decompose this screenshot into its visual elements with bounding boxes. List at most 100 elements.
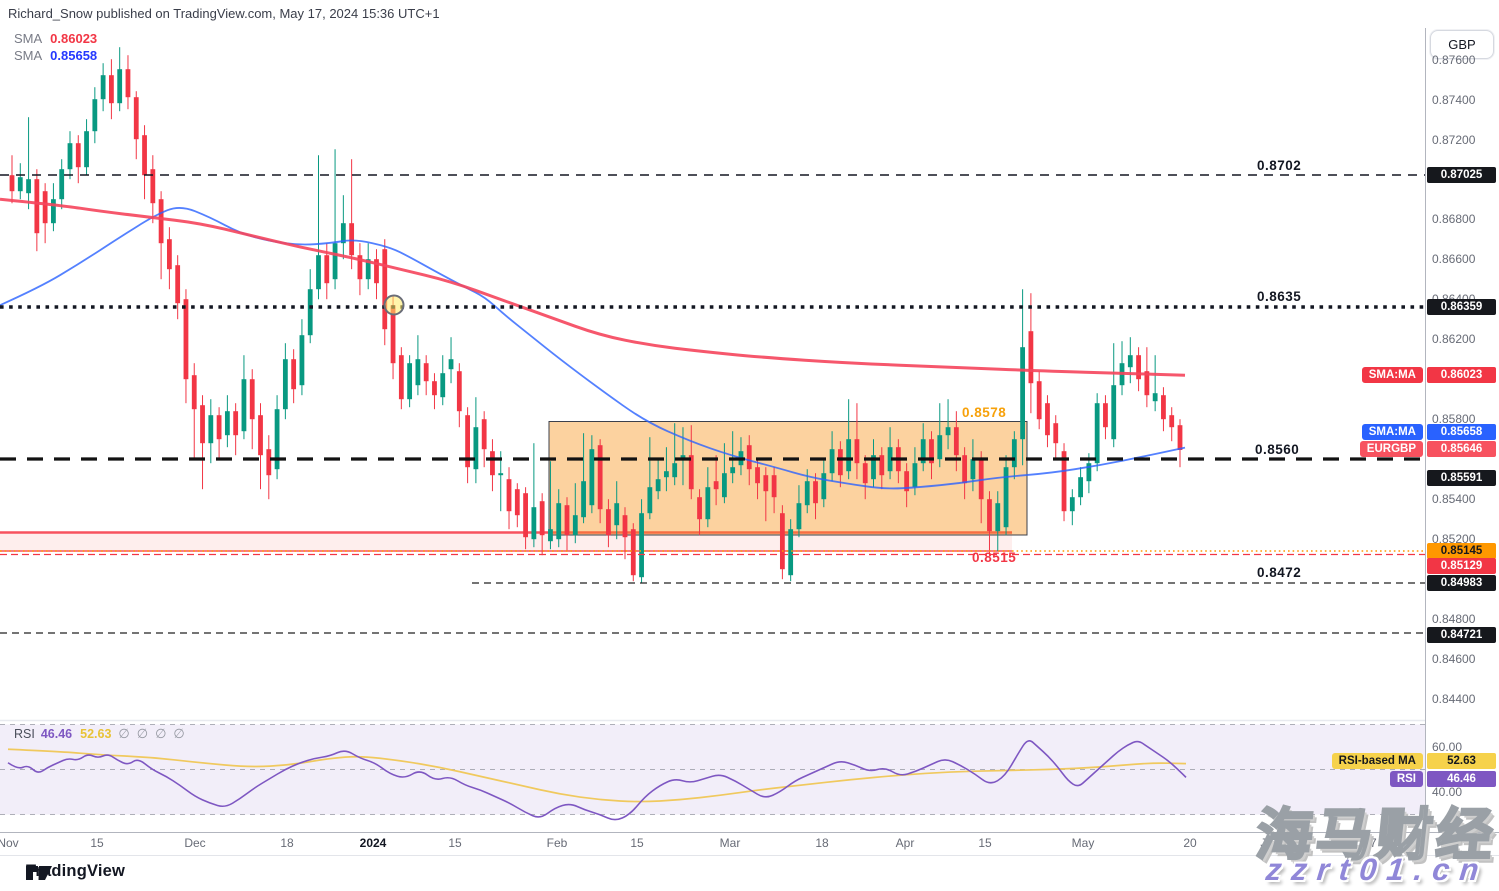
candle-body: [191, 375, 197, 410]
candle-body: [1045, 403, 1050, 436]
price-axis-tick: 0.87200: [1432, 133, 1476, 147]
candle-body: [854, 439, 860, 464]
candle-body: [813, 481, 818, 504]
price-axis-tick: 0.84400: [1432, 692, 1476, 706]
candle-body: [937, 435, 943, 460]
price-axis-tick: 0.86800: [1432, 212, 1476, 226]
candle-body: [821, 473, 827, 500]
candle-body: [630, 529, 636, 576]
candle-body: [572, 515, 578, 536]
candle-body: [945, 427, 951, 436]
price-axis-tick: 0.87600: [1432, 53, 1476, 67]
rsi-name: RSI: [14, 727, 35, 741]
level-text-8635: 0.8635: [1257, 289, 1302, 304]
candle-body: [224, 411, 230, 436]
candle-body: [664, 471, 669, 478]
tag-level-0870: 0.87025: [1427, 167, 1496, 183]
candle-body: [166, 239, 172, 270]
candle-body: [1069, 497, 1075, 512]
candle-body: [473, 427, 479, 470]
candle-body: [51, 199, 56, 224]
candle-body: [200, 405, 205, 444]
candle-body: [398, 355, 404, 400]
candle-body: [183, 299, 189, 380]
candle-body: [448, 359, 454, 370]
candle-body: [481, 419, 487, 450]
candle-body: [912, 463, 918, 488]
candle-body: [548, 529, 553, 542]
candle-body: [829, 449, 835, 474]
candle-body: [1103, 403, 1108, 428]
candle-body: [1036, 381, 1042, 420]
candle-body: [597, 445, 603, 510]
candle-body: [1136, 355, 1141, 380]
tradingview-logo-icon: [26, 866, 52, 880]
candle-body: [109, 75, 114, 104]
candle-body: [84, 131, 89, 168]
candle-body: [837, 449, 843, 476]
price-axis-tick: 40.00: [1432, 785, 1463, 799]
candle-body: [614, 503, 620, 526]
candle-body: [904, 471, 910, 492]
sma-fast-line: [0, 197, 1186, 377]
candle-body: [67, 143, 73, 170]
tag-level-0849: 0.84983: [1427, 575, 1496, 591]
candle-body: [688, 455, 694, 490]
candle-body: [59, 169, 65, 200]
candle-body: [382, 249, 388, 330]
candle-body: [887, 447, 893, 472]
candle-body: [282, 359, 288, 410]
candle-body: [1086, 463, 1092, 482]
candle-body: [962, 455, 968, 484]
time-axis-label: 15: [90, 836, 104, 850]
sma-slow-value: 0.85658: [50, 48, 98, 63]
candle-body: [804, 481, 810, 506]
time-axis-label: 15: [978, 836, 992, 850]
tradingview-footer[interactable]: TradingView: [26, 862, 125, 881]
candle-body: [746, 445, 752, 470]
candle-body: [763, 475, 769, 492]
price-axis-tick: 0.87400: [1432, 93, 1476, 107]
candle-body: [92, 99, 98, 132]
candle-body: [1161, 395, 1166, 420]
candle-body: [514, 489, 520, 516]
sma-fast-value: 0.86023: [50, 31, 98, 46]
candle-body: [1011, 439, 1017, 468]
time-axis-label: Dec: [184, 836, 206, 850]
candle-body: [307, 289, 313, 336]
highlight-circle: [383, 294, 405, 316]
candle-body: [1127, 355, 1133, 368]
hidden-value-glyph: ∅: [136, 726, 149, 741]
rsi-ma-value: 52.63: [80, 727, 112, 741]
candle-body: [1020, 347, 1026, 440]
candle-body: [432, 381, 437, 396]
candle-body: [415, 359, 421, 386]
currency-button[interactable]: GBP: [1430, 30, 1494, 59]
candle-body: [672, 463, 678, 478]
tag-sma-fast: 0.86023: [1427, 367, 1496, 383]
candle-body: [332, 243, 338, 280]
sma-legend-row-fast: SMA 0.86023: [14, 30, 97, 47]
candle-body: [465, 415, 471, 468]
zone-top-text-8578: 0.8578: [962, 405, 1007, 420]
candle-body: [158, 199, 164, 244]
consolidation-box: [548, 421, 1028, 536]
candle-body: [1152, 393, 1158, 402]
candle-body: [1169, 415, 1175, 428]
candle-body: [133, 97, 139, 140]
tag-last-price: 0.85646 07:23:46: [1427, 441, 1496, 471]
candle-body: [721, 473, 727, 498]
candle-body: [1061, 451, 1067, 512]
candle-body: [1094, 403, 1100, 464]
candle-body: [523, 493, 528, 538]
candle-body: [357, 255, 363, 280]
time-axis-label: 15: [630, 836, 644, 850]
price-axis-tick: 0.84800: [1432, 612, 1476, 626]
time-axis-label: Jun: [1260, 836, 1280, 850]
candle-body: [796, 503, 802, 530]
candle-body: [713, 481, 719, 490]
candle-body: [365, 259, 371, 280]
candle-body: [1003, 467, 1009, 528]
time-axis-label: 2024: [359, 836, 387, 850]
